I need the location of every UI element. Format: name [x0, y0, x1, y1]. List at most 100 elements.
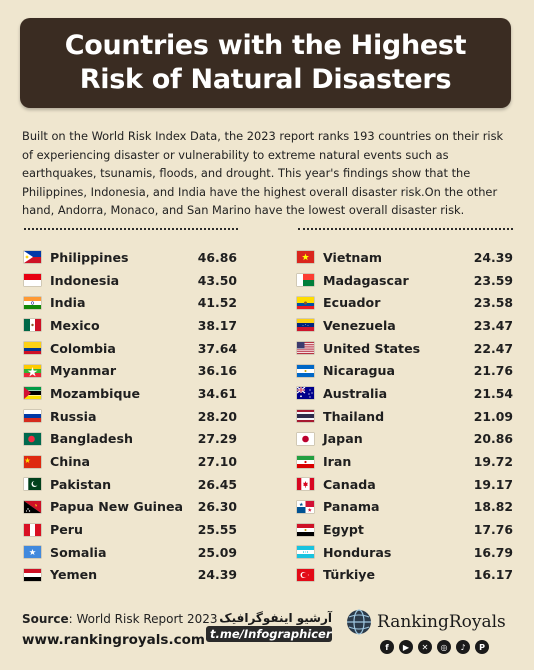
- social-links: f ▶ ✕ ◎ ♪ P: [380, 640, 489, 654]
- country-name: Honduras: [323, 544, 392, 560]
- country-name: Pakistan: [50, 476, 112, 492]
- somalia-flag-icon: [24, 546, 41, 559]
- iran-flag-icon: [297, 455, 314, 468]
- telegram-handle[interactable]: t.me/Infographicer: [206, 626, 332, 642]
- ranking-row-nicaragua: Nicaragua 21.76: [297, 359, 513, 382]
- country-name: India: [50, 295, 86, 311]
- risk-score: 19.72: [473, 454, 513, 470]
- ranking-row-canada: Canada 19.17: [297, 473, 513, 496]
- instagram-icon[interactable]: ◎: [437, 640, 451, 654]
- country-name: Colombia: [50, 340, 116, 356]
- country-name: Somalia: [50, 544, 107, 560]
- country-name: Thailand: [323, 408, 385, 424]
- yemen-flag-icon: [24, 568, 41, 581]
- turkiye-flag-icon: [297, 568, 314, 581]
- philippines-flag-icon: [24, 251, 41, 264]
- thailand-flag-icon: [297, 410, 314, 423]
- country-name: Mozambique: [50, 385, 140, 401]
- risk-score: 23.47: [473, 317, 513, 333]
- title-banner: Countries with the Highest Risk of Natur…: [20, 18, 511, 108]
- source-note: Source: World Risk Report 2023: [22, 612, 218, 626]
- ranking-row-peru: Peru 25.55: [24, 518, 237, 541]
- ranking-row-australia: Australia 21.54: [297, 382, 513, 405]
- ranking-row-vietnam: Vietnam 24.39: [297, 246, 513, 269]
- risk-score: 16.17: [473, 567, 513, 583]
- ranking-row-myanmar: Myanmar 36.16: [24, 359, 237, 382]
- right-ranking-list: Vietnam 24.39 Madagascar 23.59 Ecuador 23.58 V…: [297, 246, 513, 586]
- japan-flag-icon: [297, 432, 314, 445]
- risk-score: 26.30: [197, 499, 237, 515]
- country-name: Vietnam: [323, 249, 382, 265]
- risk-score: 24.39: [473, 249, 513, 265]
- risk-score: 21.54: [473, 385, 513, 401]
- country-name: Venezuela: [323, 317, 396, 333]
- venezuela-flag-icon: [297, 319, 314, 332]
- ranking-row-madagascar: Madagascar 23.59: [297, 269, 513, 292]
- china-flag-icon: [24, 455, 41, 468]
- country-name: Bangladesh: [50, 431, 133, 447]
- right-divider: [298, 228, 513, 230]
- risk-score: 23.58: [473, 295, 513, 311]
- page-title-line-1: Countries with the Highest: [64, 30, 467, 61]
- ranking-row-ecuador: Ecuador 23.58: [297, 291, 513, 314]
- ranking-row-united-states: United States 22.47: [297, 337, 513, 360]
- ranking-row-pakistan: Pakistan 26.45: [24, 473, 237, 496]
- india-flag-icon: [24, 296, 41, 309]
- risk-score: 41.52: [197, 295, 237, 311]
- risk-score: 20.86: [473, 431, 513, 447]
- canada-flag-icon: [297, 478, 314, 491]
- risk-score: 27.10: [197, 454, 237, 470]
- russia-flag-icon: [24, 410, 41, 423]
- ranking-row-papua-new-guinea: Papua New Guinea 26.30: [24, 496, 237, 519]
- country-name: Iran: [323, 454, 352, 470]
- colombia-flag-icon: [24, 342, 41, 355]
- mozambique-flag-icon: [24, 387, 41, 400]
- risk-score: 24.39: [197, 567, 237, 583]
- panama-flag-icon: [297, 500, 314, 513]
- youtube-icon[interactable]: ▶: [399, 640, 413, 654]
- egypt-flag-icon: [297, 523, 314, 536]
- risk-score: 23.59: [473, 272, 513, 288]
- country-name: China: [50, 454, 90, 470]
- united-states-flag-icon: [297, 342, 314, 355]
- country-name: Canada: [323, 476, 376, 492]
- country-name: Australia: [323, 385, 388, 401]
- ranking-row-iran: Iran 19.72: [297, 450, 513, 473]
- ecuador-flag-icon: [297, 296, 314, 309]
- ranking-row-venezuela: Venezuela 23.47: [297, 314, 513, 337]
- country-name: Egypt: [323, 522, 364, 538]
- risk-score: 27.29: [197, 431, 237, 447]
- facebook-icon[interactable]: f: [380, 640, 394, 654]
- risk-score: 17.76: [473, 522, 513, 538]
- risk-score: 34.61: [197, 385, 237, 401]
- x-icon[interactable]: ✕: [418, 640, 432, 654]
- ranking-row-turkiye: Türkiye 16.17: [297, 564, 513, 587]
- country-name: Türkiye: [323, 567, 376, 583]
- country-name: Yemen: [50, 567, 98, 583]
- country-name: Ecuador: [323, 295, 381, 311]
- country-name: Papua New Guinea: [50, 499, 183, 515]
- nicaragua-flag-icon: [297, 364, 314, 377]
- country-name: Myanmar: [50, 363, 117, 379]
- country-name: Nicaragua: [323, 363, 396, 379]
- ranking-row-philippines: Philippines 46.86: [24, 246, 237, 269]
- risk-score: 19.17: [473, 476, 513, 492]
- ranking-row-honduras: Honduras 16.79: [297, 541, 513, 564]
- pinterest-icon[interactable]: P: [475, 640, 489, 654]
- country-name: United States: [323, 340, 421, 356]
- risk-score: 46.86: [197, 249, 237, 265]
- ranking-row-yemen: Yemen 24.39: [24, 564, 237, 587]
- ranking-row-panama: Panama 18.82: [297, 496, 513, 519]
- mexico-flag-icon: [24, 319, 41, 332]
- description-paragraph: Built on the World Risk Index Data, the …: [22, 129, 504, 217]
- ranking-row-indonesia: Indonesia 43.50: [24, 269, 237, 292]
- ranking-row-india: India 41.52: [24, 291, 237, 314]
- tiktok-icon[interactable]: ♪: [456, 640, 470, 654]
- website-url[interactable]: www.rankingroyals.com: [22, 632, 205, 648]
- vietnam-flag-icon: [297, 251, 314, 264]
- myanmar-flag-icon: [24, 364, 41, 377]
- risk-score: 21.09: [473, 408, 513, 424]
- risk-score: 22.47: [473, 340, 513, 356]
- risk-score: 16.79: [473, 544, 513, 560]
- left-ranking-list: Philippines 46.86 Indonesia 43.50 India 41.52…: [24, 246, 237, 586]
